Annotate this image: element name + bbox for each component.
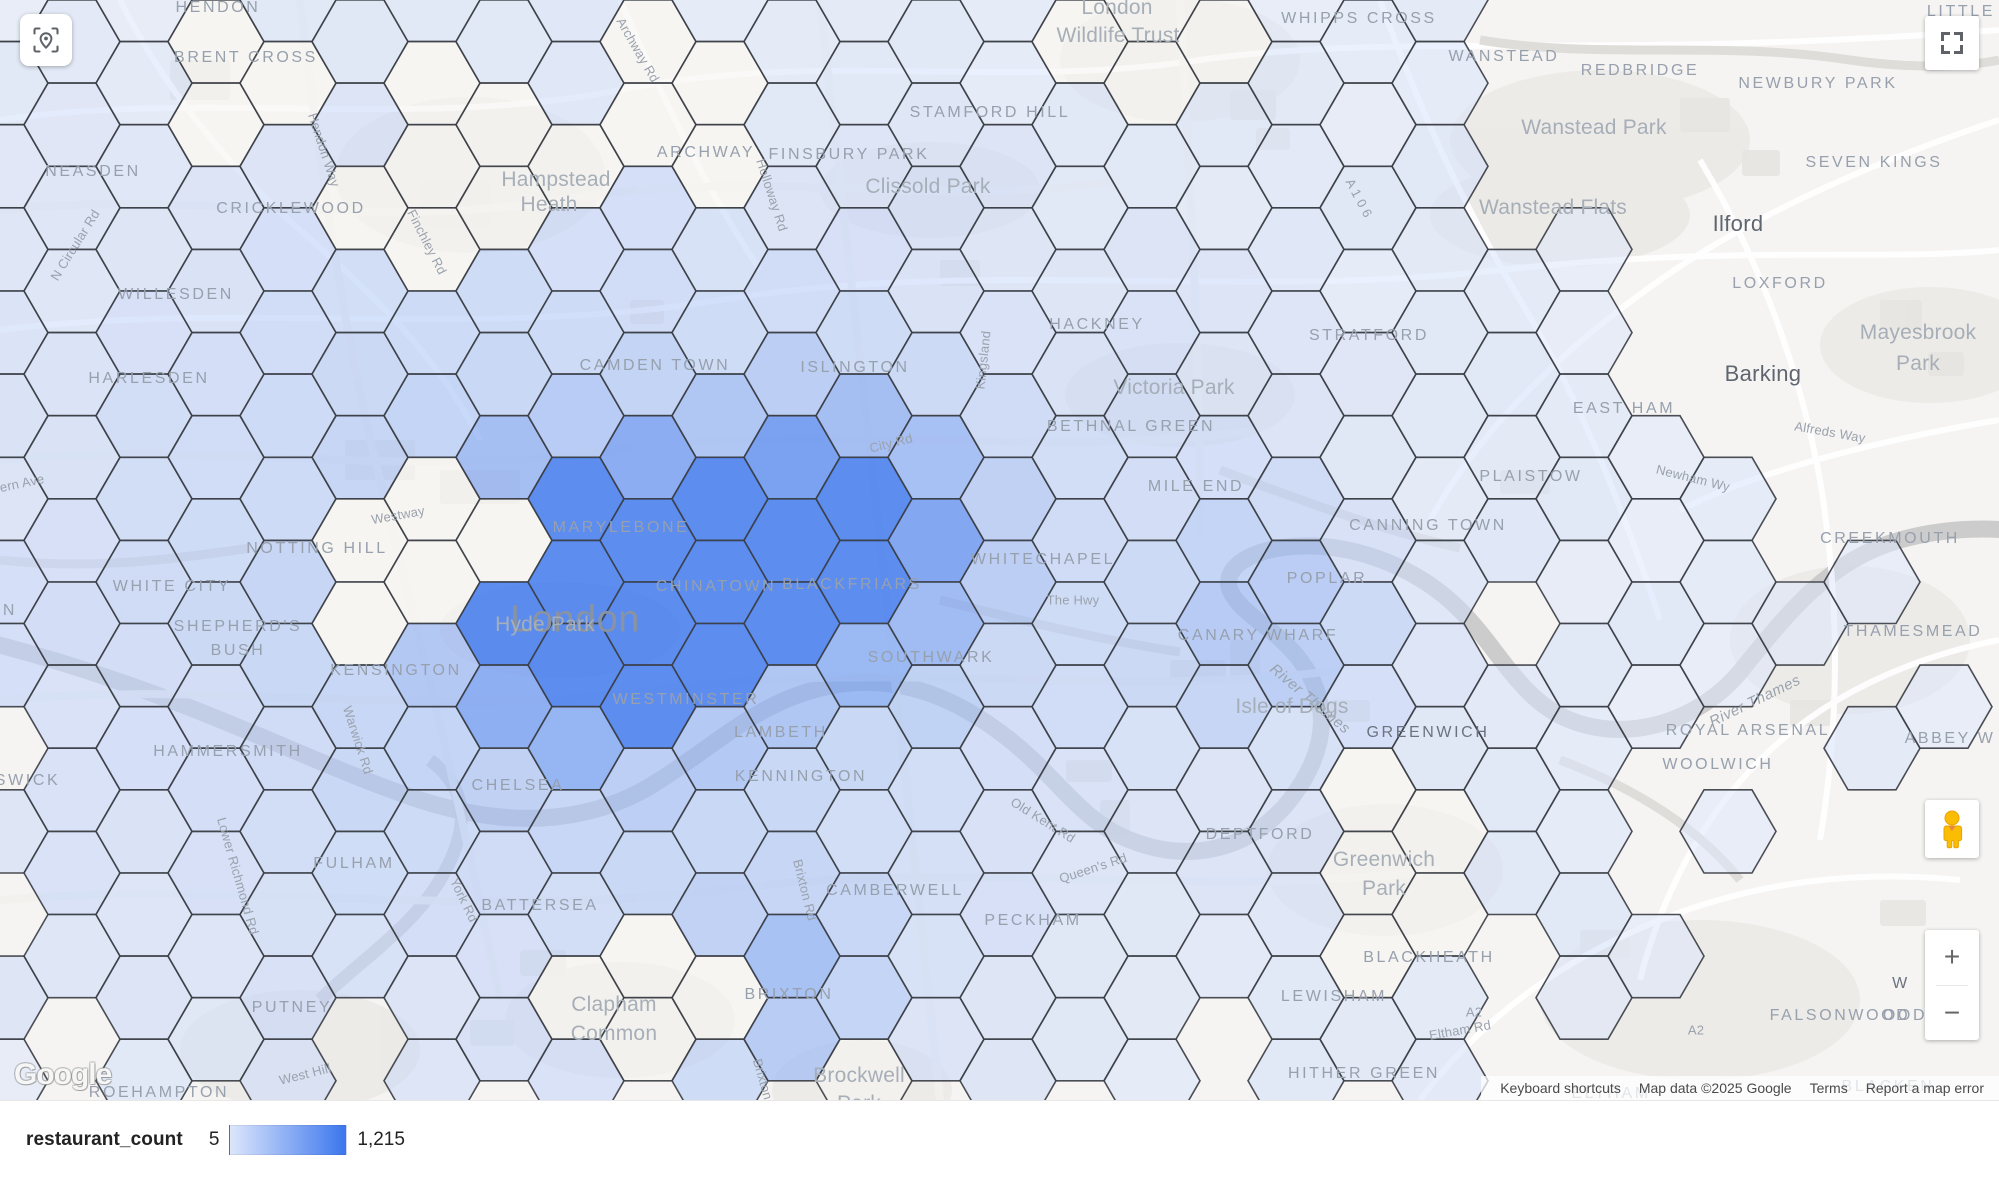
zoom-divider [1936, 984, 1968, 986]
fullscreen-icon [1941, 32, 1963, 54]
legend-color-ramp [229, 1124, 348, 1155]
hexbin-cell[interactable] [1103, 1038, 1201, 1100]
legend-min-value: 5 [208, 1128, 220, 1150]
hexbin-cell[interactable] [1823, 539, 1921, 625]
zoom-controls[interactable]: + − [1925, 930, 1979, 1040]
hexbin-cell[interactable] [1607, 913, 1705, 999]
terms-link[interactable]: Terms [1809, 1079, 1848, 1096]
hexbin-cell[interactable] [239, 1038, 337, 1100]
pegman-icon [1943, 810, 1963, 849]
hexbin-cell[interactable] [0, 1038, 49, 1100]
hexbin-cell[interactable] [1391, 1038, 1489, 1100]
street-view-pegman-button[interactable] [1925, 800, 1979, 858]
legend-content: restaurant_count 5 1,215 [0, 1124, 405, 1155]
map-canvas[interactable]: London Ilford Barking HENDON BRENT CROSS NEAS… [0, 0, 1999, 1100]
zoom-in-button[interactable]: + [1943, 941, 1961, 973]
report-map-error-link[interactable]: Report a map error [1865, 1079, 1984, 1096]
keyboard-shortcuts-link[interactable]: Keyboard shortcuts [1500, 1079, 1621, 1096]
locate-pin-icon [33, 27, 59, 53]
zoom-out-button[interactable]: − [1943, 996, 1961, 1028]
locate-me-button[interactable] [20, 14, 72, 66]
legend-bar: restaurant_count 5 1,215 [0, 1100, 1999, 1178]
legend-max-value: 1,215 [357, 1128, 405, 1150]
hexbin-cell[interactable] [1895, 664, 1993, 750]
hexbin-overlay[interactable] [0, 0, 1999, 1100]
legend-title: restaurant_count [26, 1128, 183, 1150]
hexbin-svg [0, 0, 1993, 1100]
hexbin-cell[interactable] [1679, 788, 1777, 874]
attribution-bar: Keyboard shortcuts Map data ©2025 Google… [1481, 1075, 1999, 1100]
fullscreen-button[interactable] [1925, 16, 1979, 70]
map-data-credit: Map data ©2025 Google [1638, 1079, 1792, 1096]
